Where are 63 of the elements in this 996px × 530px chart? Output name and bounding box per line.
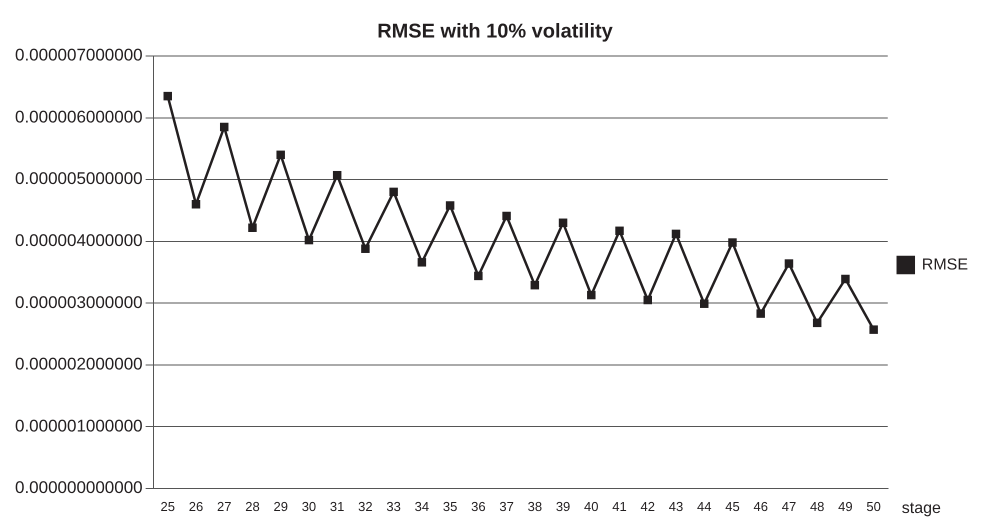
x-tick-label: 37	[499, 498, 514, 514]
point	[812, 318, 822, 328]
point	[361, 244, 370, 253]
point	[615, 226, 624, 236]
chart-title: RMSE with 10% volatility	[377, 20, 614, 43]
point	[418, 258, 426, 267]
point	[644, 296, 652, 304]
y-tick-label: 0.000006000000	[14, 107, 143, 126]
point	[841, 274, 850, 284]
point	[389, 188, 398, 196]
x-tick-label: 31	[330, 498, 344, 514]
x-tick-label: 30	[302, 498, 316, 514]
y-tick-label: 0.000007000000	[14, 46, 143, 65]
x-tick-label: 36	[471, 498, 486, 514]
y-tick-label: 0.000001000000	[14, 416, 143, 436]
y-tick-label: 0.000000000000	[14, 478, 143, 498]
point	[728, 238, 737, 247]
legend-label: RMSE	[922, 256, 968, 274]
point	[869, 325, 878, 334]
x-tick-label: 26	[188, 498, 204, 514]
point	[672, 230, 680, 238]
x-tick-label: 28	[245, 498, 260, 514]
x-tick-label: 35	[442, 498, 458, 514]
x-tick-label: 43	[668, 498, 684, 514]
x-tick-label: 42	[640, 498, 655, 514]
point	[502, 212, 511, 220]
x-axis-title: stage	[902, 500, 942, 517]
point	[332, 170, 342, 180]
point	[530, 280, 540, 290]
point	[248, 223, 257, 232]
point	[276, 150, 285, 160]
x-tick-label: 39	[556, 498, 570, 514]
point	[587, 290, 596, 300]
x-tick-label: 48	[810, 498, 824, 514]
x-tick-label: 46	[753, 498, 768, 514]
y-tick-label: 0.000003000000	[14, 292, 143, 312]
point	[446, 201, 454, 210]
point	[756, 309, 765, 318]
y-tick-label: 0.000004000000	[14, 231, 143, 250]
point	[474, 272, 483, 280]
x-tick-label: 50	[866, 498, 881, 514]
x-tick-label: 44	[697, 498, 712, 514]
x-tick-label: 33	[386, 498, 401, 514]
x-tick-label: 34	[414, 498, 430, 514]
x-tick-label: 29	[273, 498, 288, 514]
point	[164, 92, 172, 100]
point	[220, 122, 228, 132]
x-tick-label: 45	[725, 498, 740, 514]
x-tick-label: 47	[782, 498, 796, 514]
y-tick-label: 0.000002000000	[14, 354, 143, 374]
x-tick-label: 41	[612, 498, 627, 514]
x-tick-label: 38	[528, 498, 542, 514]
x-tick-label: 25	[160, 498, 175, 514]
point	[700, 299, 708, 308]
point	[784, 259, 794, 268]
x-tick-label: 40	[584, 498, 599, 514]
point	[558, 218, 568, 228]
y-tick-label: 0.000005000000	[14, 169, 143, 188]
x-tick-label: 27	[216, 498, 232, 514]
point	[192, 200, 200, 208]
x-tick-label: 49	[838, 498, 853, 514]
x-tick-label: 32	[358, 498, 373, 514]
point	[304, 236, 314, 244]
